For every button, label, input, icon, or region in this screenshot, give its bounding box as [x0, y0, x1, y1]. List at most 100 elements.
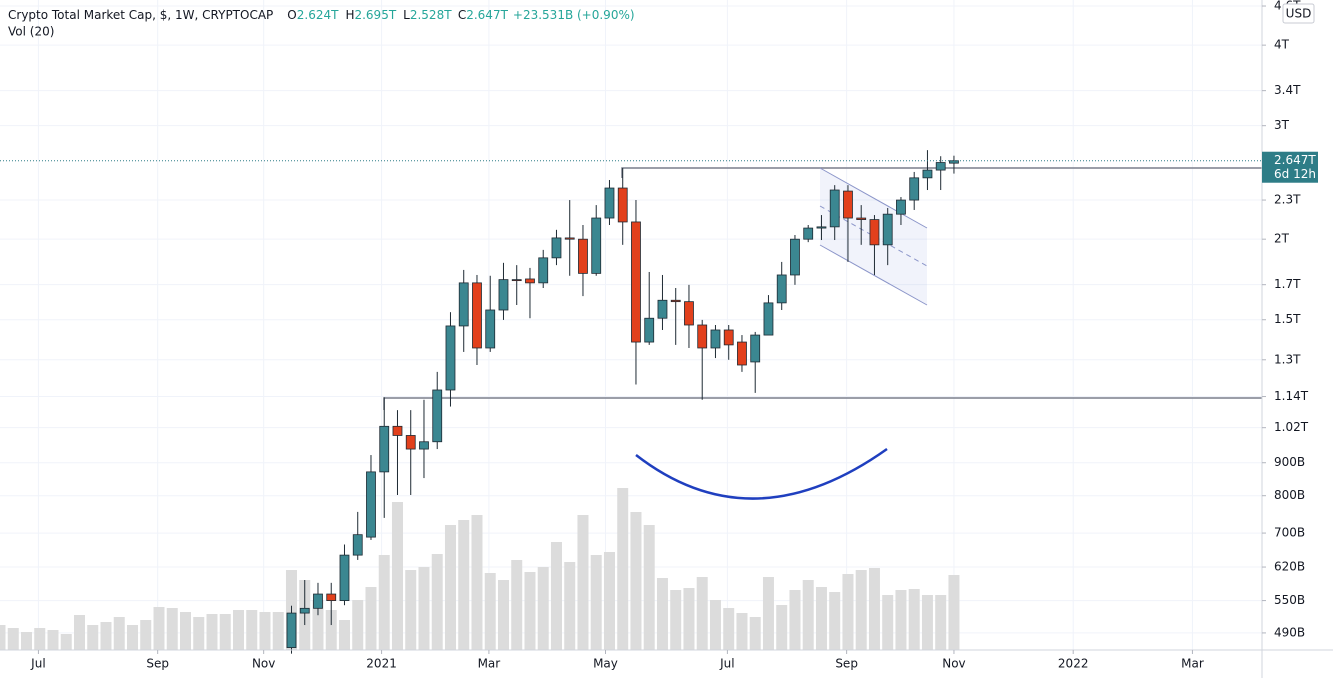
- volume-bar: [47, 630, 59, 650]
- candle-body: [498, 279, 509, 311]
- candle-body: [392, 425, 403, 436]
- volume-bar: [444, 525, 456, 650]
- y-tick-label: 2.3T: [1274, 193, 1301, 207]
- currency-button[interactable]: [1282, 3, 1315, 24]
- x-tick-label: Nov: [252, 657, 275, 671]
- countdown-label: 6d 12h: [1274, 167, 1316, 181]
- y-tick-label: 2T: [1274, 232, 1290, 246]
- volume-bar: [219, 614, 231, 650]
- volume-bar: [312, 600, 324, 650]
- indicator-label: Vol (20): [8, 25, 54, 39]
- volume-bar: [20, 632, 32, 650]
- volume-bar: [166, 608, 178, 650]
- candle-body: [472, 282, 482, 349]
- candle-body: [445, 325, 456, 391]
- candle-body: [922, 169, 933, 179]
- x-tick-label: Mar: [478, 657, 501, 671]
- volume-bar: [643, 525, 655, 650]
- volume-bar: [458, 520, 470, 650]
- candle-body: [856, 217, 867, 220]
- volume-bar: [378, 555, 390, 650]
- volume-bar: [776, 605, 788, 650]
- candle-body: [564, 237, 575, 240]
- candle-body: [326, 593, 337, 601]
- ohlc-value: 2.528T: [410, 8, 452, 22]
- candle-body: [458, 282, 469, 327]
- candle-body: [525, 278, 535, 284]
- y-tick-label: 3T: [1274, 118, 1290, 132]
- y-tick-label: 1.14T: [1274, 389, 1309, 403]
- volume-bar: [789, 590, 801, 650]
- candle-body: [657, 299, 668, 319]
- volume-bar: [259, 612, 271, 650]
- y-tick-label: 1.7T: [1274, 277, 1301, 291]
- volume-bar: [405, 570, 417, 650]
- y-tick-label: 3.4T: [1274, 83, 1301, 97]
- candle-body: [366, 471, 376, 538]
- candle-body: [803, 227, 814, 240]
- candle-body: [829, 189, 840, 228]
- volume-bar: [736, 613, 748, 650]
- y-tick-label: 620B: [1274, 560, 1305, 574]
- volume-bar: [153, 607, 165, 650]
- volume-bar: [921, 595, 933, 650]
- candle-body: [604, 187, 615, 219]
- x-tick-label: 2022: [1058, 657, 1089, 671]
- candle-body: [790, 238, 800, 276]
- candle-body: [909, 177, 920, 201]
- candle-body: [485, 309, 496, 349]
- volume-bar: [749, 617, 761, 650]
- volume-bar: [895, 590, 907, 650]
- candle-body: [710, 329, 721, 349]
- change: +23.531B (+0.90%): [513, 8, 635, 22]
- volume-bar: [630, 512, 642, 650]
- volume-bar: [100, 622, 112, 650]
- ohlc-value: 2.647T: [466, 8, 508, 22]
- symbol-title: Crypto Total Market Cap, $, 1W, CRYPTOCA…: [8, 8, 273, 22]
- volume-bar: [7, 628, 19, 650]
- header: Crypto Total Market Cap, $, 1W, CRYPTOCA…: [8, 8, 635, 22]
- candle-body: [617, 187, 628, 223]
- candle-body: [631, 221, 641, 343]
- volume-bar: [87, 625, 99, 650]
- volume-bar: [762, 577, 774, 650]
- volume-bar: [868, 568, 880, 650]
- volume-bar: [829, 592, 841, 650]
- volume-bar: [418, 567, 430, 650]
- candle-body: [379, 425, 390, 473]
- candle-body: [776, 274, 787, 304]
- candle-body: [684, 301, 694, 326]
- drawings: [383, 167, 1262, 500]
- x-tick-label: 2021: [366, 657, 397, 671]
- x-tick-label: Jul: [719, 657, 734, 671]
- candle-body: [405, 435, 416, 450]
- candle-body: [750, 334, 761, 363]
- candle-body: [869, 219, 880, 246]
- resistance-line: [621, 167, 1262, 178]
- y-tick-label: 900B: [1274, 455, 1305, 469]
- volume-bar: [815, 587, 827, 650]
- volume-bar: [855, 570, 867, 650]
- volume-bar: [34, 628, 46, 650]
- volume-bar: [206, 614, 218, 650]
- volume-bar: [709, 600, 721, 650]
- x-tick-label: Jul: [30, 657, 45, 671]
- currency-label[interactable]: USD: [1286, 7, 1312, 21]
- channel-top: [819, 167, 928, 229]
- candle-body: [432, 389, 443, 443]
- candle-body: [816, 226, 827, 229]
- volume-bar: [656, 578, 668, 650]
- volume-bar: [882, 595, 894, 650]
- volume-bar: [497, 580, 509, 650]
- candle-body: [763, 302, 774, 336]
- candle-body: [299, 607, 310, 614]
- volume-bar: [325, 610, 337, 650]
- candle-body: [737, 341, 747, 366]
- volume-bar: [391, 502, 403, 650]
- volume-bar: [564, 562, 576, 650]
- x-tick-label: Mar: [1181, 657, 1204, 671]
- candle-body: [511, 279, 522, 282]
- ohlc-value: 2.624T: [297, 8, 339, 22]
